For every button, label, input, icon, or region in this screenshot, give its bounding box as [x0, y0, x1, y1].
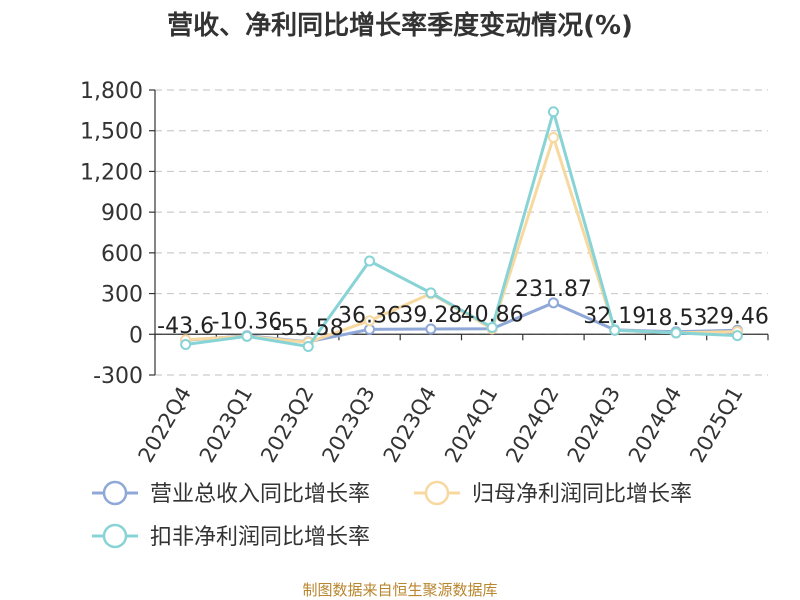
data-point	[609, 324, 621, 336]
x-tick-label: 2024Q1	[440, 383, 502, 467]
series-lines	[180, 106, 743, 352]
data-point	[547, 132, 559, 143]
legend-label: 扣非净利润同比增长率	[150, 525, 370, 550]
data-label: 36.36	[338, 303, 401, 328]
series-line	[185, 110, 738, 348]
data-label: 18.53	[645, 306, 708, 331]
x-tick-label: 2023Q3	[317, 383, 379, 467]
data-label: -43.6	[157, 314, 214, 339]
data-point	[547, 106, 559, 118]
y-tick-label: 900	[101, 201, 143, 226]
x-tick-label: 2024Q2	[501, 383, 563, 467]
x-tick-label: 2024Q4	[624, 383, 686, 467]
data-point	[180, 338, 192, 350]
data-label: 39.28	[399, 303, 462, 328]
data-point	[364, 255, 376, 267]
data-point	[670, 327, 682, 339]
y-tick-label: 300	[101, 283, 143, 308]
source-note: 制图数据来自恒生聚源数据库	[302, 581, 497, 599]
data-label: 29.46	[706, 304, 769, 329]
legend-swatch-marker	[102, 523, 128, 549]
y-tick-label: 1,200	[80, 160, 143, 185]
data-point	[364, 315, 376, 327]
x-tick-label: 2022Q4	[134, 383, 196, 467]
x-tick-label: 2023Q4	[379, 382, 441, 466]
legend-label: 归母净利润同比增长率	[472, 482, 692, 507]
y-tick-label: 0	[129, 323, 143, 348]
data-labels: -43.6-10.36-55.5836.3639.2840.86231.8732…	[157, 277, 769, 341]
x-tick-label: 2024Q3	[563, 383, 625, 467]
y-tick-label: 1,800	[80, 79, 143, 104]
legend-swatch-marker	[424, 480, 450, 506]
data-point	[547, 297, 559, 309]
data-point	[241, 330, 253, 342]
x-tick-label: 2025Q1	[685, 383, 747, 467]
data-point	[425, 287, 437, 299]
y-tick-label: -300	[93, 364, 143, 389]
data-point	[731, 330, 743, 342]
y-tick-label: 600	[101, 242, 143, 267]
data-label: 32.19	[583, 304, 646, 329]
data-label: 231.87	[515, 277, 592, 302]
data-point	[425, 323, 437, 335]
legend-swatch-marker	[102, 480, 128, 506]
chart-title: 营收、净利同比增长率季度变动情况(%)	[167, 10, 633, 41]
x-tick-label: 2023Q1	[195, 383, 257, 467]
data-label: -10.36	[211, 310, 282, 335]
data-point	[302, 341, 314, 352]
data-label: -55.58	[273, 316, 344, 341]
legend-label: 营业总收入同比增长率	[150, 482, 370, 507]
axes: -30003006009001,2001,5001,8002022Q42023Q…	[80, 79, 769, 467]
data-point	[486, 322, 498, 333]
data-label: 40.86	[461, 303, 524, 328]
y-tick-label: 1,500	[80, 120, 143, 145]
x-tick-label: 2023Q2	[256, 383, 318, 467]
